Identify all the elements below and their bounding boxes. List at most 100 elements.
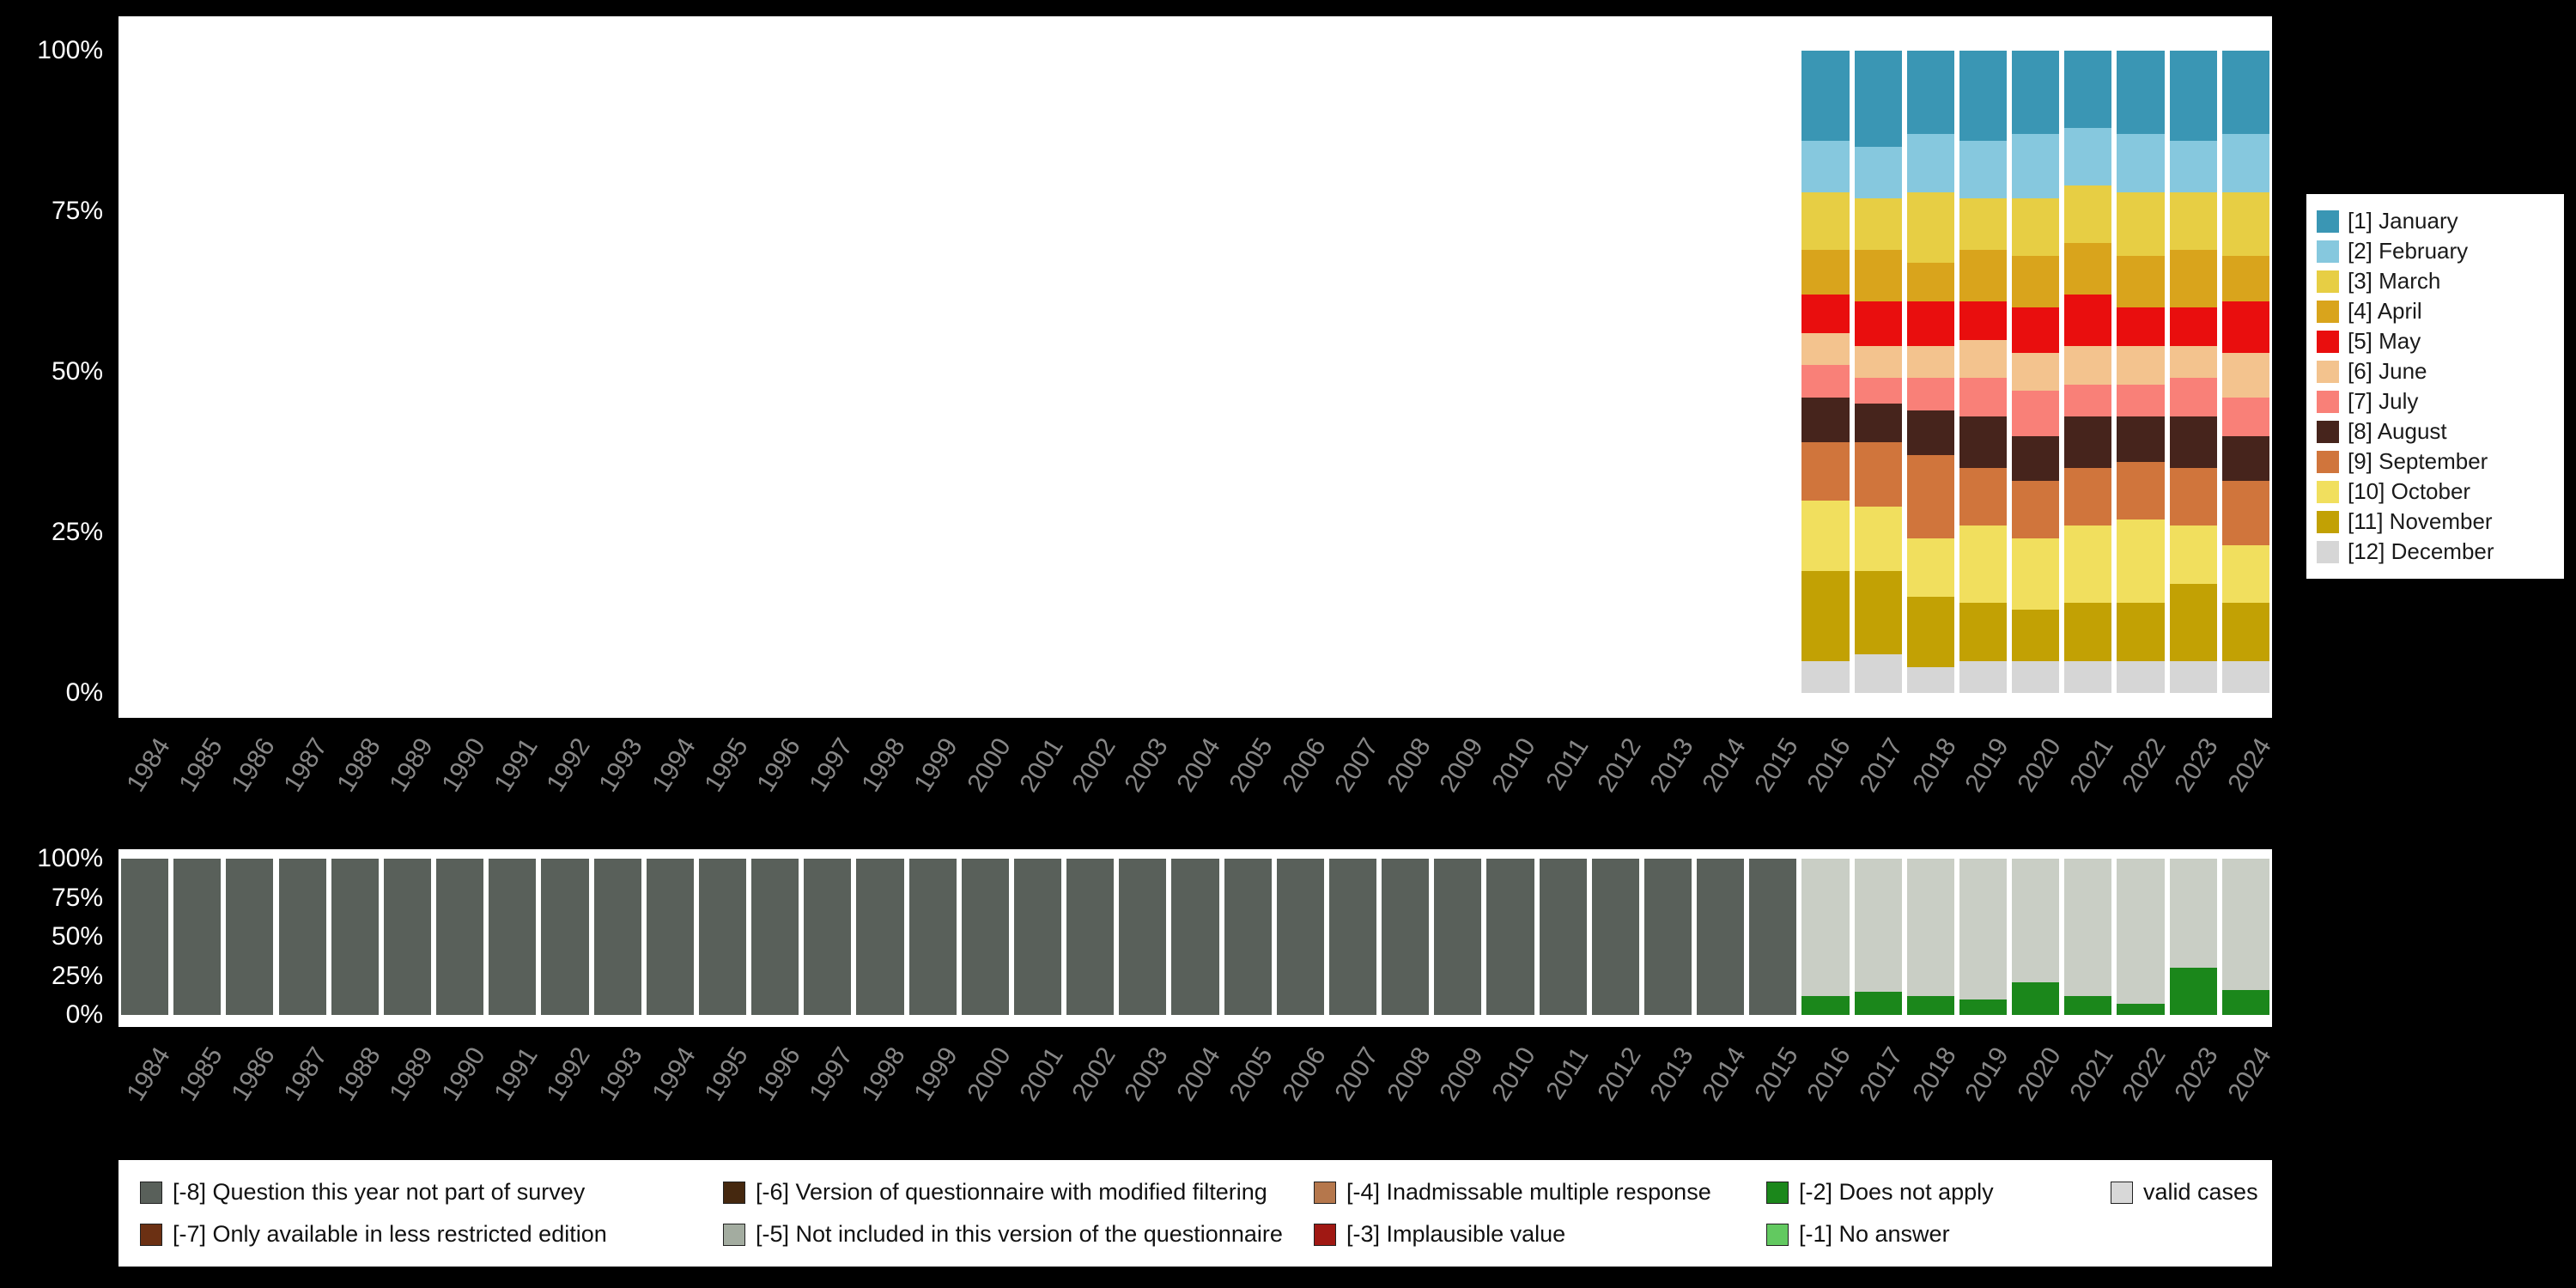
x-tick-label-1991: 1991 — [489, 1042, 544, 1107]
segment-8-august — [2012, 435, 2060, 482]
segment-5-may — [2012, 307, 2060, 353]
segment-2-does-not-apply — [2064, 996, 2112, 1015]
x-tick-label-2014: 2014 — [1697, 733, 1752, 798]
segment-10-october — [2012, 538, 2060, 610]
segment-3-march — [2064, 185, 2112, 244]
validity-chart-x-axis: 1984 1985 1986 1987 1988 1989 1990 1991 1992 1993… — [118, 1037, 2276, 1157]
segment-8-question-this-year-not-part-of-survey — [541, 859, 589, 1015]
stacked-bar-2018 — [1906, 51, 1954, 693]
legend-item-2-does-not-apply: [-2] Does not apply — [1766, 1179, 2111, 1206]
x-tick-label-2012: 2012 — [1591, 733, 1647, 798]
month-chart-plot — [118, 16, 2272, 718]
legend-item-2-february: [2] February — [2317, 238, 2554, 264]
segment-6-june — [1854, 346, 1902, 379]
x-tick-label-1985: 1985 — [173, 1042, 228, 1107]
segment-6-june — [1801, 333, 1850, 366]
legend-spacer — [2111, 1221, 2272, 1248]
x-tick-label-2006: 2006 — [1276, 1042, 1332, 1107]
legend-label: valid cases — [2143, 1179, 2258, 1205]
segment-8-question-this-year-not-part-of-survey — [646, 859, 694, 1015]
legend-swatch-2-does-not-apply — [1766, 1181, 1789, 1204]
segment-8-august — [1854, 404, 1902, 443]
x-tick-label-2019: 2019 — [1959, 733, 2014, 798]
segment-valid-cases — [1801, 859, 1850, 997]
legend-label: [-8] Question this year not part of surv… — [173, 1179, 586, 1205]
segment-7-july — [1959, 378, 2008, 417]
segment-8-august — [2221, 435, 2269, 482]
segment-11-november — [2064, 603, 2112, 661]
segment-12-december — [1801, 660, 1850, 693]
segment-4-april — [2064, 243, 2112, 295]
stacked-bar-2021 — [2064, 859, 2112, 1015]
x-tick-label-1988: 1988 — [331, 1042, 386, 1107]
segment-8-august — [1906, 410, 1954, 456]
x-tick-label-2017: 2017 — [1854, 1042, 1910, 1107]
legend-label: [-2] Does not apply — [1799, 1179, 1994, 1205]
segment-8-question-this-year-not-part-of-survey — [1643, 859, 1692, 1015]
stacked-bar-2006 — [1276, 859, 1324, 1015]
stacked-bar-1995 — [698, 859, 747, 1015]
x-tick-label-2004: 2004 — [1171, 733, 1226, 798]
segment-3-march — [1801, 191, 1850, 250]
x-tick-label-2021: 2021 — [2064, 1042, 2119, 1107]
segment-8-question-this-year-not-part-of-survey — [383, 859, 431, 1015]
stacked-bar-1992 — [541, 859, 589, 1015]
stacked-bar-2004 — [1171, 859, 1219, 1015]
segment-5-may — [2169, 307, 2217, 347]
x-tick-label-1985: 1985 — [173, 733, 228, 798]
stacked-bar-1986 — [226, 859, 274, 1015]
segment-8-question-this-year-not-part-of-survey — [593, 859, 641, 1015]
segment-9-september — [1801, 442, 1850, 501]
stacked-bar-2023 — [2169, 859, 2217, 1015]
x-tick-label-2004: 2004 — [1171, 1042, 1226, 1107]
legend-item-6-version-of-questionnaire-with-modified-filtering: [-6] Version of questionnaire with modif… — [723, 1179, 1314, 1206]
x-tick-label-2002: 2002 — [1066, 733, 1121, 798]
x-tick-label-2000: 2000 — [961, 733, 1017, 798]
x-tick-label-2013: 2013 — [1644, 1042, 1699, 1107]
segment-valid-cases — [2012, 859, 2060, 982]
segment-valid-cases — [2117, 859, 2165, 1005]
segment-2-does-not-apply — [2012, 981, 2060, 1015]
segment-5-may — [1854, 301, 1902, 347]
x-tick-label-1994: 1994 — [646, 1042, 702, 1107]
legend-swatch-valid-cases — [2111, 1181, 2133, 1204]
stacked-bar-2014 — [1697, 859, 1745, 1015]
x-tick-label-2015: 2015 — [1749, 733, 1804, 798]
segment-8-question-this-year-not-part-of-survey — [1434, 859, 1482, 1015]
segment-4-april — [1854, 249, 1902, 301]
x-tick-label-2024: 2024 — [2222, 1042, 2277, 1107]
legend-item-valid-cases: valid cases — [2111, 1179, 2272, 1206]
stacked-bar-1989 — [383, 859, 431, 1015]
month-legend: [1] January [2] February [3] March [4] Apri… — [2306, 194, 2564, 579]
segment-7-july — [1906, 378, 1954, 410]
x-tick-label-2015: 2015 — [1749, 1042, 1804, 1107]
segment-10-october — [2117, 519, 2165, 604]
legend-swatch-10-october — [2317, 480, 2339, 503]
x-tick-label-1986: 1986 — [226, 1042, 281, 1107]
segment-5-may — [1959, 301, 2008, 340]
segment-3-march — [2012, 198, 2060, 257]
segment-2-does-not-apply — [1801, 996, 1850, 1015]
stacked-bar-2021 — [2064, 51, 2112, 693]
stacked-bar-2003 — [1119, 859, 1167, 1015]
segment-8-question-this-year-not-part-of-survey — [961, 859, 1009, 1015]
segment-4-april — [2012, 256, 2060, 308]
segment-valid-cases — [2221, 859, 2269, 990]
y-tick-label-100: 100% — [37, 36, 103, 64]
x-tick-label-2023: 2023 — [2169, 1042, 2225, 1107]
segment-8-question-this-year-not-part-of-survey — [1119, 859, 1167, 1015]
x-tick-label-2021: 2021 — [2064, 733, 2119, 798]
stacked-bar-1991 — [489, 859, 537, 1015]
legend-label: [12] December — [2348, 538, 2494, 564]
x-tick-label-2010: 2010 — [1486, 733, 1542, 798]
stacked-bar-2012 — [1591, 859, 1639, 1015]
legend-label: [-6] Version of questionnaire with modif… — [756, 1179, 1267, 1205]
segment-1-january — [2221, 51, 2269, 135]
x-tick-label-2006: 2006 — [1276, 733, 1332, 798]
segment-8-question-this-year-not-part-of-survey — [856, 859, 904, 1015]
segment-8-question-this-year-not-part-of-survey — [1066, 859, 1115, 1015]
segment-7-july — [2169, 378, 2217, 417]
legend-swatch-8-question-this-year-not-part-of-survey — [140, 1181, 162, 1204]
legend-item-4-april: [4] April — [2317, 298, 2554, 325]
legend-label: [4] April — [2348, 298, 2422, 324]
